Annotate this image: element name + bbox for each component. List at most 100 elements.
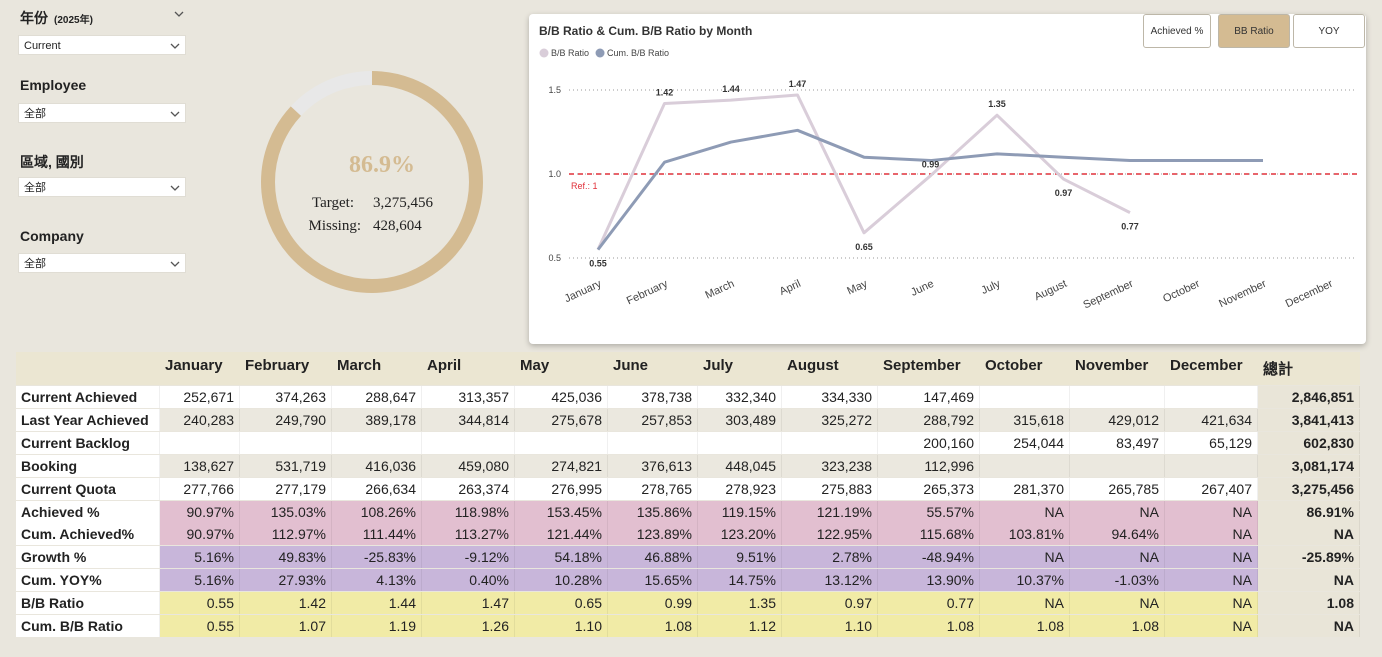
table-cell	[980, 454, 1070, 477]
dropdown[interactable]: Current	[18, 35, 186, 55]
x-tick-label: April	[778, 278, 803, 298]
column-header: October	[985, 357, 1043, 374]
table-cell: 153.45%	[515, 500, 608, 523]
table-cell: 4.13%	[332, 569, 422, 592]
toggle-button[interactable]: BB Ratio	[1218, 14, 1290, 48]
dropdown-value: 全部	[24, 108, 46, 120]
table-cell	[515, 431, 608, 454]
table-cell	[422, 431, 515, 454]
reference-label: Ref.: 1	[571, 181, 598, 191]
y-tick-label: 1.0	[548, 169, 561, 179]
gauge-value: 86.9%	[349, 152, 415, 178]
total-cell: 1.08	[1258, 592, 1360, 615]
table-cell: 119.15%	[698, 500, 782, 523]
table-cell: 288,792	[878, 408, 980, 431]
table-cell: 344,814	[422, 408, 515, 431]
filter-title: Employee	[20, 77, 87, 93]
table-cell: NA	[980, 500, 1070, 523]
dropdown-value: Current	[24, 40, 61, 52]
chevron-path	[174, 11, 184, 17]
table-cell: 135.86%	[608, 500, 698, 523]
table-cell: 374,263	[240, 386, 332, 408]
row-label: Growth %	[16, 546, 160, 569]
table-cell: 281,370	[980, 477, 1070, 500]
table-cell: 1.08	[980, 615, 1070, 637]
data-label: 1.42	[656, 87, 674, 97]
table-cell: 425,036	[515, 386, 608, 408]
data-label: 0.97	[1055, 188, 1073, 198]
table-cell: 0.65	[515, 592, 608, 615]
table-cell	[1070, 454, 1165, 477]
table-cell: 112.97%	[240, 523, 332, 546]
legend-label: Cum. B/B Ratio	[607, 48, 669, 58]
table-cell: 54.18%	[515, 546, 608, 569]
table-cell: 254,044	[980, 431, 1070, 454]
table-cell: 1.10	[782, 615, 878, 637]
gauge-arc	[261, 71, 483, 293]
table-cell: 1.07	[240, 615, 332, 637]
table-cell: 378,738	[608, 386, 698, 408]
chevron-icon	[170, 111, 180, 117]
x-tick-label: September	[1081, 278, 1135, 312]
table-cell: 0.77	[878, 592, 980, 615]
table-cell	[332, 431, 422, 454]
table-cell: 276,995	[515, 477, 608, 500]
table-cell: 13.12%	[782, 569, 878, 592]
table-cell: NA	[1165, 523, 1258, 546]
table-cell: 135.03%	[240, 500, 332, 523]
table-cell: 118.98%	[422, 500, 515, 523]
table-cell	[698, 431, 782, 454]
filter-label: Company	[20, 228, 190, 246]
table-cell: 200,160	[878, 431, 980, 454]
table-cell: 27.93%	[240, 569, 332, 592]
chart: B/B Ratio & Cum. B/B Ratio by Month B/B R…	[539, 24, 1357, 312]
chevron-icon	[170, 261, 180, 267]
table-cell: 1.35	[698, 592, 782, 615]
table-cell: 5.16%	[160, 546, 240, 569]
data-label: 0.55	[589, 259, 607, 269]
table-cell: 90.97%	[160, 500, 240, 523]
table-cell: 123.20%	[698, 523, 782, 546]
row-label: Cum. YOY%	[16, 569, 160, 592]
x-tick-label: January	[563, 278, 604, 306]
table-cell: 113.27%	[422, 523, 515, 546]
table-cell: 249,790	[240, 408, 332, 431]
legend-label: B/B Ratio	[551, 48, 589, 58]
table-cell	[782, 431, 878, 454]
legend-swatch	[595, 48, 605, 58]
table-cell: 103.81%	[980, 523, 1070, 546]
column-header: August	[787, 357, 839, 374]
dropdown-value: 全部	[24, 182, 46, 194]
series-line	[596, 93, 1131, 251]
table-cell: 5.16%	[160, 569, 240, 592]
filter-note: (2025年)	[54, 15, 93, 26]
y-tick-label: 0.5	[548, 253, 561, 263]
gauge-target-label: Target:	[312, 195, 354, 211]
table-cell: 421,634	[1165, 408, 1258, 431]
data-label: 1.47	[789, 79, 807, 89]
chevron-path	[170, 185, 180, 191]
table-cell: 252,671	[160, 386, 240, 408]
table-cell: 265,373	[878, 477, 980, 500]
table-cell: 429,012	[1070, 408, 1165, 431]
x-tick-label: June	[909, 278, 936, 299]
total-cell: NA	[1258, 569, 1360, 592]
table-cell: NA	[1165, 569, 1258, 592]
x-tick-label: July	[979, 278, 1002, 297]
table-cell: 332,340	[698, 386, 782, 408]
table-cell: 94.64%	[1070, 523, 1165, 546]
toggle-button[interactable]: Achieved %	[1143, 14, 1211, 48]
table-cell: -9.12%	[422, 546, 515, 569]
chevron-icon	[170, 43, 180, 49]
data-label: 0.65	[855, 242, 873, 252]
table-cell: 313,357	[422, 386, 515, 408]
table-cell: NA	[1070, 592, 1165, 615]
table-cell: 15.65%	[608, 569, 698, 592]
table-cell: 46.88%	[608, 546, 698, 569]
dropdown[interactable]: 全部	[18, 253, 186, 273]
toggle-button[interactable]: YOY	[1293, 14, 1365, 48]
dropdown[interactable]: 全部	[18, 177, 186, 197]
table-cell: 277,179	[240, 477, 332, 500]
dropdown[interactable]: 全部	[18, 103, 186, 123]
total-cell: 86.91%	[1258, 500, 1360, 523]
